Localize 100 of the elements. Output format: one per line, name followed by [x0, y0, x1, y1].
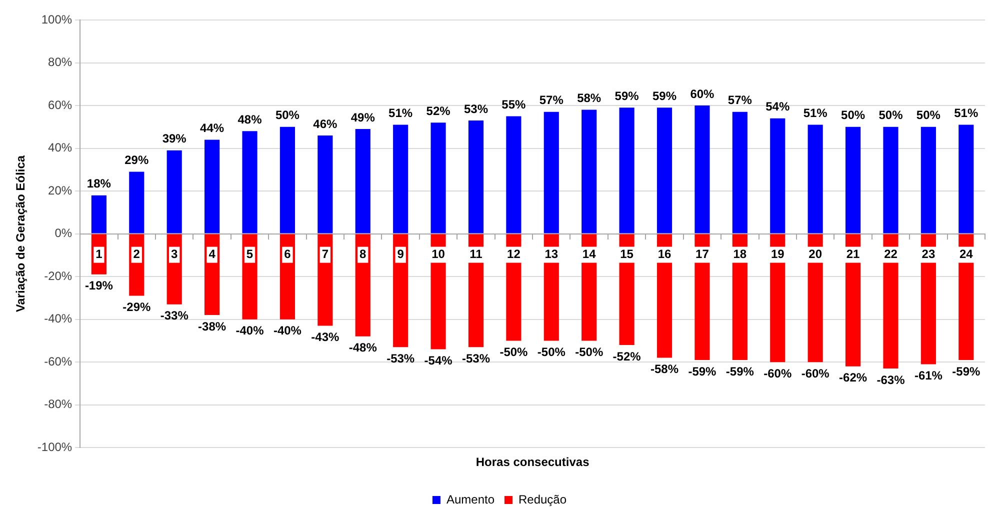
legend-label: Redução — [518, 492, 567, 506]
bar — [355, 234, 370, 336]
data-label: -62% — [839, 370, 868, 385]
data-label: -60% — [764, 366, 792, 380]
x-tick-label: 6 — [284, 247, 292, 262]
bar — [204, 140, 220, 234]
data-label: 46% — [313, 116, 338, 131]
bar — [318, 234, 333, 326]
bar — [582, 110, 597, 234]
data-label: 60% — [690, 86, 715, 101]
bar — [958, 124, 974, 234]
x-tick-label: 19 — [770, 247, 785, 262]
x-tick-label: 16 — [658, 247, 672, 262]
bar — [280, 126, 296, 234]
data-label: -48% — [348, 340, 378, 355]
data-label: 59% — [614, 88, 640, 103]
data-label: 51% — [388, 106, 413, 120]
data-label: 29% — [124, 153, 149, 168]
data-label: 58% — [577, 91, 602, 106]
data-label: 53% — [464, 102, 488, 116]
data-label: -43% — [311, 330, 340, 344]
data-label: 50% — [275, 108, 300, 122]
bar — [732, 112, 748, 234]
y-tick-label: 100% — [41, 12, 72, 26]
legend-label: Aumento — [446, 492, 495, 506]
x-tick-label: 22 — [884, 247, 898, 262]
x-tick-label: 23 — [922, 247, 936, 262]
bar — [694, 106, 710, 234]
x-tick-label: 13 — [544, 247, 558, 262]
data-label: -33% — [160, 308, 189, 323]
bar — [242, 234, 258, 320]
x-tick-label: 14 — [582, 247, 596, 262]
data-label: -19% — [84, 278, 114, 293]
x-tick-label: 11 — [470, 247, 483, 262]
data-label: 57% — [728, 93, 752, 108]
y-tick-label: 20% — [48, 183, 72, 198]
bar — [770, 118, 786, 234]
x-tick-label: 5 — [246, 247, 254, 262]
data-label: 50% — [841, 108, 866, 122]
y-tick-label: 60% — [48, 98, 72, 112]
bar — [694, 234, 710, 360]
data-label: 44% — [200, 121, 224, 136]
bar — [845, 126, 861, 234]
x-tick-label: 7 — [322, 247, 329, 262]
bar — [883, 234, 898, 368]
y-axis-title: Variação de Geração Eólica — [14, 155, 28, 312]
data-label: 50% — [916, 108, 941, 122]
data-label: -40% — [273, 324, 302, 338]
x-tick-label: 9 — [397, 247, 404, 262]
y-tick-label: 40% — [48, 140, 72, 155]
data-label: -38% — [198, 319, 226, 334]
data-label: 51% — [954, 106, 978, 120]
data-label: -58% — [650, 362, 679, 376]
bar — [91, 195, 106, 234]
x-tick-label: 21 — [846, 247, 860, 262]
bar — [468, 120, 484, 234]
data-label: 50% — [878, 108, 904, 122]
y-tick-label: -80% — [44, 397, 72, 412]
data-label: -50% — [500, 345, 528, 360]
x-tick-label: 12 — [507, 247, 521, 262]
data-label: 39% — [162, 132, 187, 146]
data-label: 49% — [350, 110, 376, 124]
bar — [129, 172, 144, 234]
y-tick-label: 0% — [54, 226, 72, 240]
x-tick-label: 10 — [432, 247, 446, 262]
data-label: -59% — [688, 364, 717, 378]
bar — [242, 131, 258, 234]
bar — [920, 126, 936, 234]
y-tick-label: 80% — [48, 55, 72, 70]
data-label: -29% — [122, 300, 151, 314]
x-tick-label: 15 — [620, 247, 634, 262]
data-label: -61% — [914, 368, 943, 383]
x-tick-label: 18 — [733, 247, 747, 262]
y-tick-label: -60% — [44, 354, 72, 368]
data-label: -53% — [386, 351, 415, 366]
bar — [355, 129, 370, 234]
y-tick-label: -40% — [44, 312, 72, 326]
data-label: -63% — [876, 372, 906, 387]
bar — [506, 116, 522, 234]
bar — [393, 124, 408, 234]
data-label: 51% — [803, 106, 828, 120]
x-tick-label: 1 — [96, 247, 103, 262]
x-tick-label: 24 — [959, 247, 974, 262]
bar — [883, 126, 898, 234]
bar — [430, 122, 446, 234]
bar — [280, 234, 296, 320]
y-tick-label: -20% — [44, 268, 72, 283]
data-label: -59% — [726, 364, 754, 378]
x-tick-label: 3 — [171, 247, 178, 262]
bar — [166, 150, 182, 234]
x-tick-label: 4 — [208, 247, 216, 262]
x-tick-label: 8 — [360, 247, 367, 262]
data-label: -52% — [612, 349, 642, 364]
x-axis-title: Horas consecutivas — [476, 455, 590, 470]
data-label: 48% — [238, 112, 262, 126]
data-label: 52% — [426, 104, 451, 118]
data-label: 59% — [652, 88, 677, 103]
data-label: 55% — [502, 98, 526, 112]
data-label: -54% — [424, 354, 453, 368]
bar — [808, 124, 823, 234]
